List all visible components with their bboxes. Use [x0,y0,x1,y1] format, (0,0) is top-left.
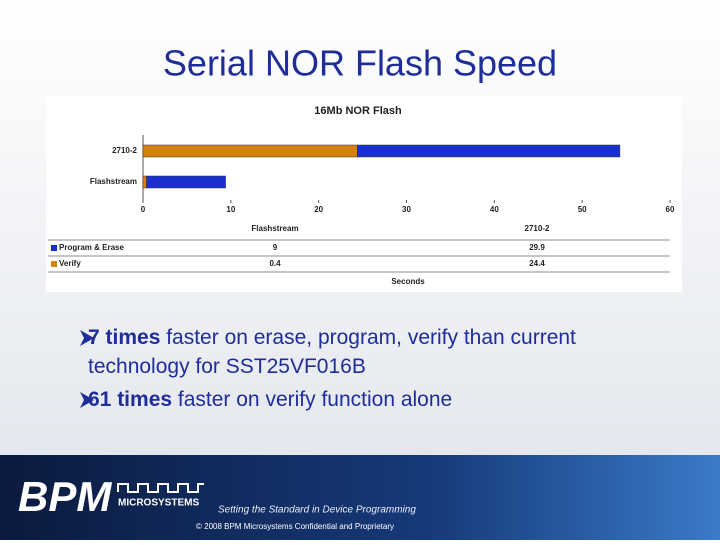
legend-label: Program & Erase [59,243,124,252]
bullet-rest: faster on verify function alone [172,388,452,411]
x-tick-label: 20 [314,205,323,214]
x-tick-label: 60 [666,205,675,214]
x-tick-label: 0 [141,205,146,214]
table-header: Flashstream [251,224,298,233]
bullet-text: 61 times faster on verify function alone [88,388,452,411]
logo: BPM [18,473,112,520]
x-tick-label: 50 [578,205,587,214]
x-tick-label: 40 [490,205,499,214]
bar [357,144,621,158]
bullet-arrow [80,330,94,346]
slide-title: Serial NOR Flash Speed [163,43,557,84]
table-header: 2710-2 [525,224,550,233]
bullet-bold: 61 times [88,388,172,411]
x-axis-label: Seconds [391,277,425,286]
bar [142,144,358,158]
copyright: © 2008 BPM Microsystems Confidential and… [196,522,394,531]
bullet-rest: faster on erase, program, verify than cu… [160,326,576,349]
legend-swatch [51,261,57,267]
y-tick-label: Flashstream [90,177,137,186]
legend-label: Verify [59,259,81,268]
table-cell: 29.9 [529,243,545,252]
footer-band [0,455,720,540]
bullet-rest: technology for SST25VF016B [88,355,366,378]
chart-title: 16Mb NOR Flash [314,105,402,117]
y-tick-label: 2710-2 [112,146,137,155]
table-cell: 24.4 [529,259,545,268]
bar [146,175,226,189]
table-cell: 9 [273,243,278,252]
logo-sub: MICROSYSTEMS [118,498,199,509]
bar [142,175,147,189]
bullet-bold: 7 times [88,326,160,349]
bullet-arrow [80,392,94,408]
tagline: Setting the Standard in Device Programmi… [218,505,416,516]
x-tick-label: 10 [226,205,235,214]
x-tick-label: 30 [402,205,411,214]
logo-wave [117,483,204,493]
chart-area [46,96,682,292]
legend-swatch [51,245,57,251]
bullet-text: 7 times faster on erase, program, verify… [88,326,576,378]
table-cell: 0.4 [269,259,281,268]
